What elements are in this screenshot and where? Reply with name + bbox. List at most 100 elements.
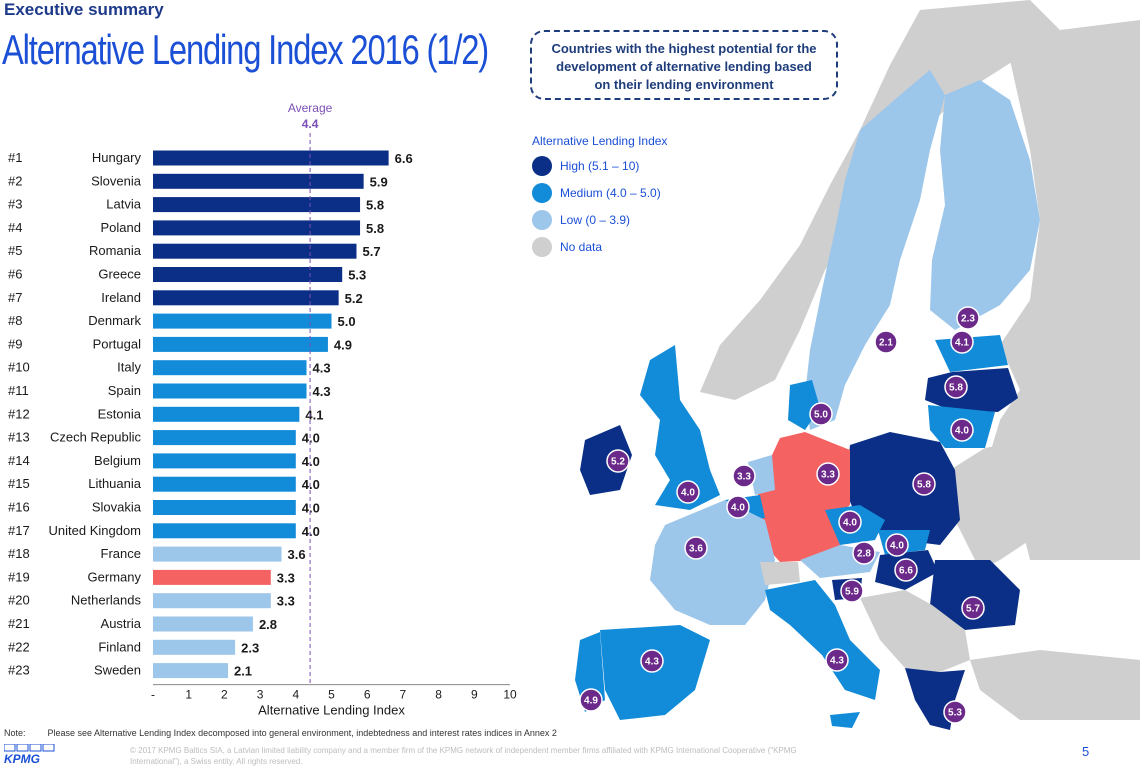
- map-badge-sweden: 2.1: [874, 330, 898, 354]
- bar-country-label: Romania: [89, 243, 142, 258]
- bar: [153, 383, 307, 399]
- map-badge-label: 4.0: [890, 541, 904, 552]
- map-netherlands: [748, 455, 775, 495]
- map-badge-hungary: 6.6: [894, 558, 918, 582]
- page-title: Alternative Lending Index 2016 (1/2): [2, 26, 489, 73]
- bar-rank: #9: [8, 336, 22, 351]
- callout-line-3: on their lending environment: [594, 77, 774, 92]
- bar-rank: #15: [8, 476, 30, 491]
- bar-country-label: Lithuania: [88, 476, 142, 491]
- bar-country-label: Hungary: [92, 150, 142, 165]
- map-badge-circle: [874, 330, 898, 354]
- bar-rank: #2: [8, 173, 22, 188]
- map-badge-circle: [676, 480, 700, 504]
- legend-label-low: Low (0 – 3.9): [560, 212, 631, 227]
- map-badge-label: 3.3: [821, 470, 835, 481]
- map-spain: [600, 625, 710, 720]
- map-badge-circle: [838, 510, 862, 534]
- map-badge-circle: [840, 579, 864, 603]
- map-legend: Alternative Lending Index High (5.1 – 10…: [532, 134, 752, 260]
- kpmg-logo-text: KPMG: [4, 752, 40, 764]
- x-tick-label: 6: [364, 688, 371, 702]
- bar-value-label: 4.0: [302, 454, 320, 469]
- bar: [153, 476, 296, 492]
- kpmg-logo: KPMG: [4, 744, 55, 764]
- map-badge-label: 5.7: [966, 604, 980, 615]
- bar-country-label: Germany: [88, 569, 142, 584]
- bar: [153, 197, 361, 213]
- bar-country-label: Austria: [101, 616, 142, 631]
- bar-value-label: 5.0: [338, 314, 356, 329]
- bar-value-label: 2.1: [234, 664, 252, 679]
- bar-country-label: Slovenia: [91, 173, 142, 188]
- bar: [153, 430, 296, 446]
- map-badge-label: 4.0: [731, 503, 745, 514]
- x-tick-label: 3: [257, 688, 264, 702]
- bar-value-label: 6.6: [395, 151, 413, 166]
- bar: [153, 267, 343, 282]
- bar: [153, 313, 332, 329]
- map-badge-label: 5.8: [949, 383, 963, 394]
- map-sweden: [805, 70, 945, 430]
- callout-line-1: Countries with the highest potential for…: [551, 41, 817, 56]
- bar: [153, 616, 253, 632]
- bar-value-label: 4.1: [305, 407, 323, 422]
- x-tick-label: 2: [221, 688, 228, 702]
- bar-chart: #1 Hungary 6.6 #2 Slovenia 5.9 #3 Latvia 5.8 #4 Po…: [8, 101, 517, 718]
- bar-rank: #12: [8, 406, 30, 421]
- map-balkans: [860, 590, 970, 672]
- legend-item-medium: Medium (4.0 – 5.0): [532, 179, 752, 206]
- europe-map: 2.3 2.1 4.1 5.8 4.0 5.0 5.2 4.0 3.3 4.0 3.3 5.8 4.0 4…: [575, 0, 1140, 730]
- map-badge-netherlands: 3.3: [732, 464, 756, 488]
- map-turkey: [970, 650, 1140, 720]
- map-badge-label: 2.8: [857, 549, 871, 560]
- map-badge-label: 5.0: [814, 410, 828, 421]
- map-badge-circle: [961, 596, 985, 620]
- bar: [153, 406, 300, 422]
- bar-country-label: Netherlands: [71, 593, 142, 608]
- bar-country-label: Czech Republic: [50, 430, 142, 445]
- map-badge-circle: [852, 541, 876, 565]
- bar-country-label: Denmark: [88, 313, 141, 328]
- bar: [153, 546, 282, 562]
- map-badge-circle: [579, 688, 603, 712]
- bar-value-label: 4.0: [302, 524, 320, 539]
- map-badge-slovakia: 4.0: [885, 533, 909, 557]
- bar-value-label: 4.0: [302, 431, 320, 446]
- map-ireland: [580, 425, 632, 495]
- bar-value-label: 5.7: [362, 244, 380, 259]
- bar: [153, 173, 364, 189]
- bar-country-label: Portugal: [93, 336, 142, 351]
- map-italy: [765, 580, 880, 700]
- map-badge-label: 4.3: [830, 656, 844, 667]
- legend-label-no-data: No data: [560, 239, 603, 254]
- bar-rank: #1: [8, 150, 22, 165]
- map-badge-denmark: 5.0: [809, 402, 833, 426]
- map-badge-finland: 2.3: [956, 306, 980, 330]
- map-badge-label: 4.0: [955, 426, 969, 437]
- map-badge-belgium: 4.0: [726, 495, 750, 519]
- callout-box: Countries with the highest potential for…: [530, 30, 838, 100]
- bar-value-label: 3.3: [277, 594, 295, 609]
- map-badge-circle: [606, 449, 630, 473]
- bar-country-label: Latvia: [106, 197, 141, 212]
- x-tick-label: 7: [400, 688, 407, 702]
- map-badge-poland: 5.8: [912, 472, 936, 496]
- legend-label-high: High (5.1 – 10): [560, 158, 640, 173]
- bar-country-label: Italy: [117, 360, 141, 375]
- x-axis-title: Alternative Lending Index: [258, 703, 405, 718]
- bar-value-label: 5.8: [366, 198, 384, 213]
- map-badge-italy: 4.3: [825, 648, 849, 672]
- map-united-kingdom: [640, 345, 720, 510]
- legend-item-no-data: No data: [532, 233, 752, 260]
- map-badge-circle: [640, 649, 664, 673]
- bar-rank: #4: [8, 220, 22, 235]
- map-badge-ireland: 5.2: [606, 449, 630, 473]
- bar-value-label: 2.3: [241, 640, 259, 655]
- bar: [153, 243, 357, 259]
- map-badge-circle: [943, 700, 967, 724]
- map-badge-label: 2.3: [961, 314, 975, 325]
- map-badge-circle: [825, 648, 849, 672]
- map-badge-label: 5.3: [948, 708, 962, 719]
- bar-value-label: 3.6: [288, 547, 306, 562]
